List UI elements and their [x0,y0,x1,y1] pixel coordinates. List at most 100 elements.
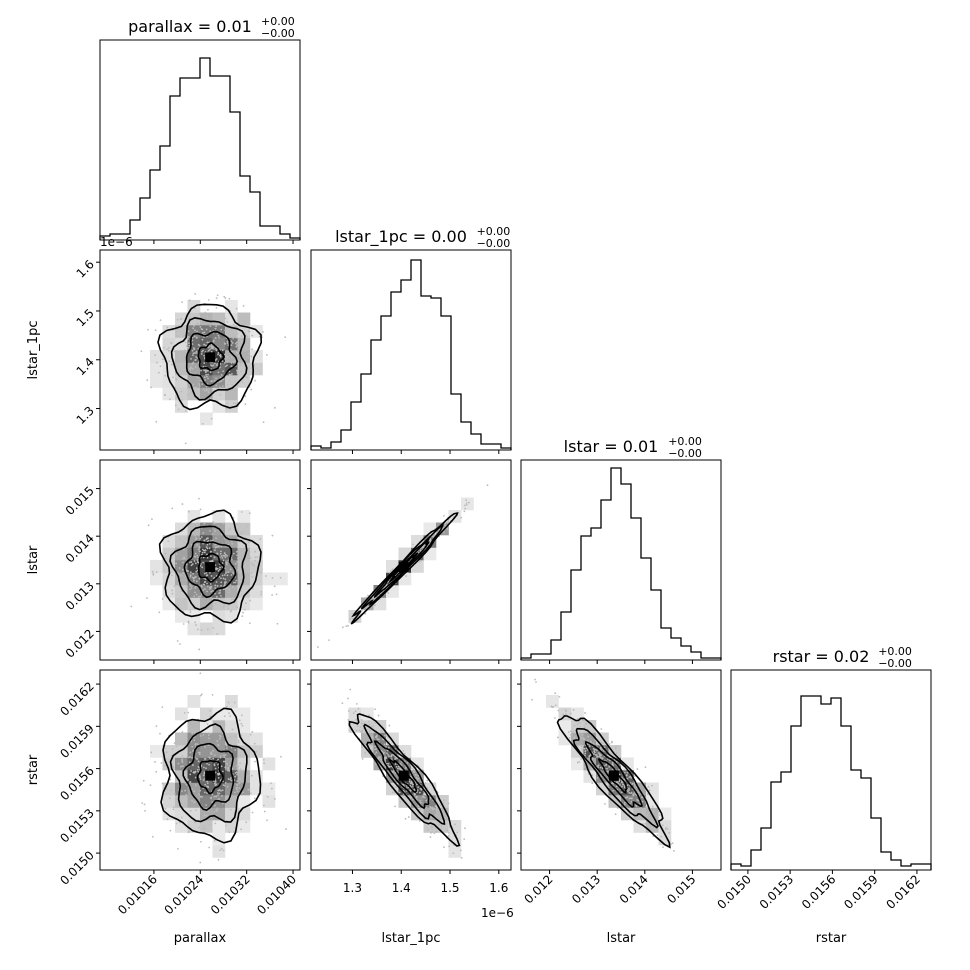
density-cell [571,707,584,721]
sample-point [341,702,344,704]
sample-point [349,618,352,620]
sample-point [602,750,605,752]
sample-point [218,798,220,800]
density-cell [212,622,226,636]
sample-point [220,724,223,727]
sample-point [628,797,631,800]
sample-point [215,349,218,352]
sample-point [143,803,146,806]
sample-point [182,797,184,800]
sample-point [254,550,257,553]
density-cell [212,400,226,413]
sample-point [215,537,217,540]
density-cell [175,782,188,796]
sample-point [206,341,209,344]
sample-point [245,568,247,571]
sample-point [208,823,211,826]
sample-point [218,789,221,792]
sample-point [149,784,152,787]
density-cell [423,522,437,536]
sample-point [249,599,252,602]
sample-point [175,377,177,380]
sample-point [177,604,179,606]
sample-point [164,807,167,810]
sample-point [196,522,199,525]
density-cell [162,337,176,351]
sample-point [595,754,598,757]
sample-point [381,750,384,753]
sample-point [206,585,209,588]
sample-point [637,799,640,802]
sample-point [199,694,202,697]
sample-point [216,585,219,587]
sample-point [362,722,365,725]
sample-point [188,510,190,513]
sample-point [581,748,583,750]
sample-point [465,502,468,504]
sample-point [214,767,217,770]
sample-point [156,361,158,364]
sample-point [535,681,537,683]
x-tick-label-lstar: 0.015 [664,872,698,906]
sample-point [454,823,457,826]
sample-point [219,756,222,759]
sample-point [212,627,215,629]
sample-point [183,556,185,559]
sample-point [180,790,183,793]
sample-point [582,738,585,741]
density-cell [175,535,188,548]
sample-point [387,753,389,756]
sample-point [220,577,222,580]
density-cell [187,622,201,636]
sample-point [372,725,375,728]
sample-point [176,318,179,321]
sample-point [427,828,430,831]
sample-point [221,789,224,792]
sample-point [584,712,586,714]
panel-plot-area [316,484,489,648]
sample-point [211,793,214,796]
sample-point [173,585,176,588]
sample-point [216,792,219,794]
sample-point [270,787,273,790]
sample-point [621,785,623,788]
panel-title-lstar: lstar = 0.01 +0.00−0.00 [564,435,702,460]
histogram-frame-lstar [520,459,722,661]
sample-point [429,797,432,800]
sample-point [228,297,231,300]
sample-point [246,335,249,338]
sample-point [226,392,229,395]
sample-point [206,782,209,785]
sample-point [224,781,227,784]
sample-point [645,830,648,833]
sample-point [220,555,223,557]
sample-point [191,745,194,748]
sample-point [142,779,145,782]
sample-point [250,561,253,564]
sample-point [184,352,187,355]
density-cell [175,362,188,376]
sample-point [195,352,198,354]
sample-point [209,330,212,333]
sample-point [211,387,213,390]
sample-point [208,763,210,766]
sample-point [363,732,366,735]
sample-point [581,733,584,736]
sample-point [200,369,202,372]
sample-point [630,792,632,795]
sample-point [576,723,579,726]
sample-point [163,764,166,767]
sample-point [233,831,235,833]
sample-point [260,591,263,593]
sample-point [379,756,381,758]
sample-point [220,594,222,597]
sample-point [246,769,249,772]
sample-point [592,753,595,755]
sample-point [392,770,395,773]
density-cell [200,535,213,548]
y-tick-label-lstar_1pc: 1.3 [74,404,97,427]
sample-point [633,775,636,777]
sample-point [210,417,213,420]
sample-point [201,338,204,341]
sample-point [205,389,208,391]
